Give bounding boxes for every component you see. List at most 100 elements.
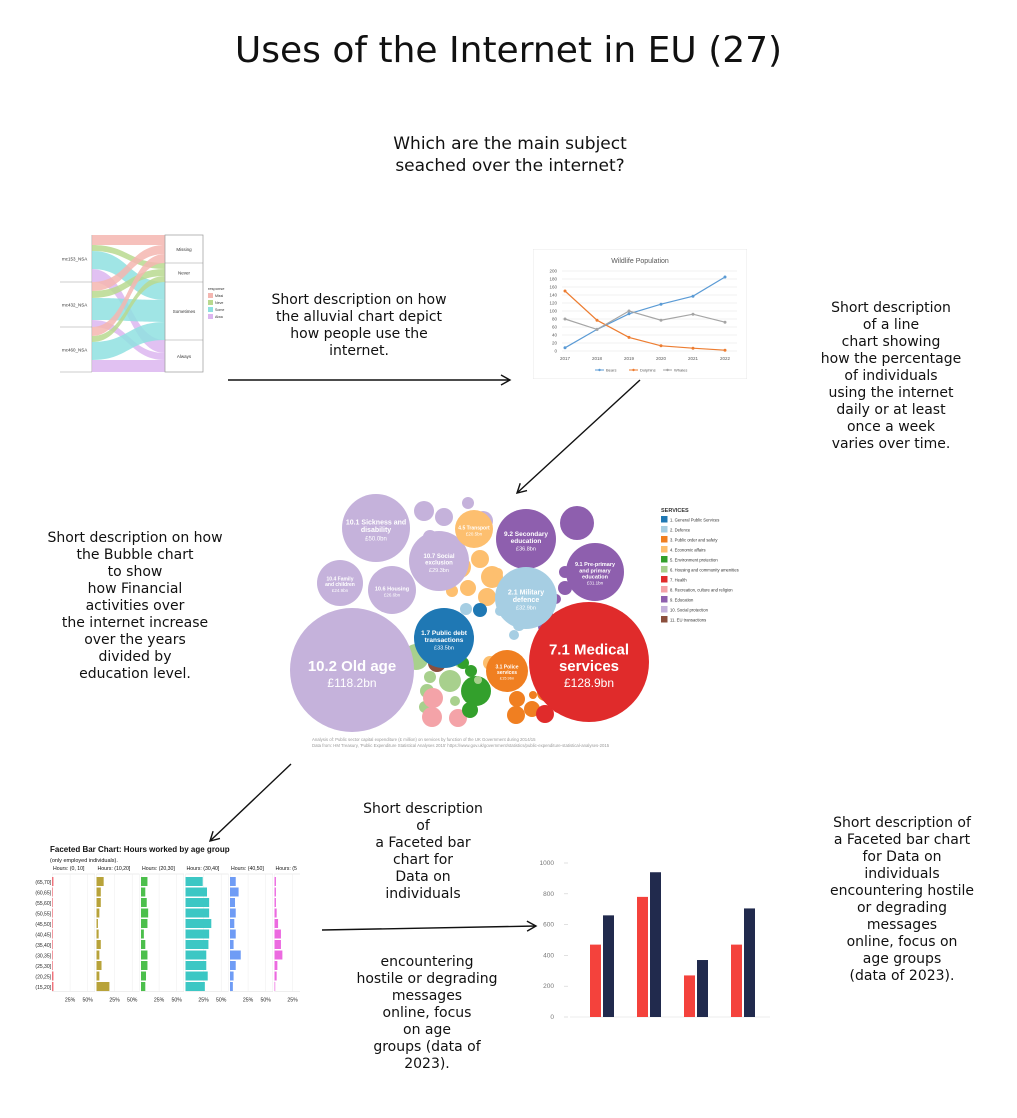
bubble-legend-swatch	[661, 516, 668, 523]
faceted-description-top: Short description of a Faceted bar chart…	[363, 801, 483, 902]
bar	[650, 872, 661, 1017]
line-legend-label: Bears	[606, 368, 616, 373]
bubble-legend-swatch	[661, 566, 668, 573]
bubble	[560, 506, 594, 540]
facet-bar	[230, 961, 236, 970]
facet-bar	[96, 919, 98, 928]
bubble-value: £32.9bn	[516, 606, 536, 612]
faceted-bar-chart: Faceted Bar Chart: Hours worked by age g…	[35, 845, 300, 1004]
facet-bar	[141, 950, 148, 960]
facet-panel: Hours: (10,20] 25% 50%	[96, 866, 140, 1004]
alluvial-legend-swatch	[208, 307, 213, 312]
faceted-row-label: (55,60]	[35, 901, 51, 907]
bubble-legend-label: 3. Public order and safety	[670, 538, 718, 543]
facet-bar	[185, 919, 212, 928]
facet-bar	[96, 961, 102, 970]
line-legend-label: Whales	[674, 368, 687, 373]
bubble-legend-label: 6. Housing and community amenities	[670, 568, 739, 573]
bubble-1-7-public-debt-transactions	[414, 608, 474, 668]
bar-ytick: 200	[543, 983, 554, 990]
facet-xtick: 50%	[260, 998, 271, 1004]
bubble-legend-swatch	[661, 556, 668, 563]
line-series-whales	[564, 310, 726, 331]
line-point-bears	[627, 312, 631, 316]
bubble-10-4-family-and-children	[317, 560, 363, 606]
faceted-row-label: (35,40]	[35, 943, 51, 949]
line-point-whales	[563, 317, 567, 321]
bubble-legend-label: 1. General Public Services	[670, 518, 719, 523]
arrow-bubble-to-faceted	[208, 763, 292, 842]
line-legend-marker	[632, 368, 635, 372]
facet-panel-bg	[52, 873, 95, 992]
facet-bar	[274, 940, 281, 949]
bubble	[473, 603, 487, 617]
alluvial-left-label: mc432_NSA	[62, 303, 87, 308]
line-chart-ytick: 120	[549, 301, 557, 306]
bubble-value: £31.1bn	[587, 580, 604, 585]
facet-bar	[274, 950, 283, 960]
bubble	[461, 676, 491, 706]
bubble-10-7-social-exclusion	[409, 531, 469, 591]
bar	[603, 915, 614, 1017]
bubble	[529, 691, 537, 699]
facet-bar	[185, 929, 210, 939]
line-series-bears	[564, 276, 726, 349]
bubble-label: 10.4 Family and children	[325, 577, 355, 589]
line-chart-xtick: 2018	[592, 356, 603, 361]
faceted-row-label: (45,50]	[35, 922, 51, 928]
bubble-legend-swatch	[661, 616, 668, 623]
alluvial-legend-label: Neve	[215, 301, 223, 305]
line-chart-ytick: 160	[549, 285, 557, 290]
bubble	[478, 588, 496, 606]
bar-ytick: 800	[543, 891, 554, 898]
bubble	[439, 670, 461, 692]
line-point-bears	[563, 346, 567, 350]
facet-panel: Hours: (30,40] 25% 50%	[185, 866, 229, 1004]
facet-xtick: 25%	[65, 998, 76, 1004]
facet-bar	[141, 940, 146, 949]
line-point-bears	[659, 302, 663, 306]
bubble-10-2-old-age	[290, 608, 414, 732]
alluvial-legend-swatch	[208, 300, 213, 305]
facet-bar	[185, 982, 205, 991]
grouped-bar-marks: 0 200 400 600 800 1000	[540, 860, 770, 1021]
bubble-legend-swatch	[661, 606, 668, 613]
bubble-label: 4.5 Transport	[458, 525, 490, 531]
bubble-value: £118.2bn	[327, 676, 376, 690]
bubble-value: £33.5bn	[434, 645, 454, 651]
line-point-dolphins	[563, 289, 567, 293]
bubble-label: 9.1 Pre-primary and primary education	[575, 562, 616, 580]
bubble-legend-label: 7. Health	[670, 578, 687, 583]
facet-bar	[96, 982, 110, 991]
bubble-label: 10.7 Social exclusion	[423, 554, 454, 567]
bubble	[558, 581, 572, 595]
facet-panel: Hours: (40,50] 25% 50%	[230, 866, 273, 1004]
bubble	[460, 603, 472, 615]
line-point-bears	[723, 275, 727, 279]
line-chart-title: Wildlife Population	[611, 258, 669, 265]
bar-ytick: 0	[550, 1014, 554, 1021]
facet-panel-bg	[141, 873, 184, 992]
line-point-whales	[627, 309, 631, 313]
bubble-legend-swatch	[661, 576, 668, 583]
line-chart-ytick: 0	[554, 349, 557, 354]
bubble-small-group	[403, 497, 594, 727]
facet-xtick: 50%	[82, 998, 93, 1004]
line-chart-ytick: 40	[552, 333, 558, 338]
bubble	[493, 568, 503, 578]
grouped-bar-chart: 0 200 400 600 800 1000	[540, 860, 770, 1021]
bubble-value: £36.8bn	[516, 546, 536, 552]
line-chart-xtick: 2022	[720, 356, 731, 361]
alluvial-flow	[92, 276, 165, 342]
facet-header: Hours: (0, 10]	[53, 866, 85, 872]
bar	[684, 975, 695, 1017]
line-description: Short description of a line chart showin…	[820, 300, 962, 452]
alluvial-left-label: mc460_NSA	[62, 348, 87, 353]
line-chart-ytick: 80	[552, 317, 558, 322]
facet-bar	[52, 971, 54, 981]
line-chart-ytick: 180	[549, 277, 557, 282]
line-chart-ytick: 140	[549, 293, 557, 298]
line-point-bears	[691, 294, 695, 298]
line-series-dolphins	[564, 290, 726, 351]
facet-header: Hours: (20,30]	[142, 866, 175, 872]
